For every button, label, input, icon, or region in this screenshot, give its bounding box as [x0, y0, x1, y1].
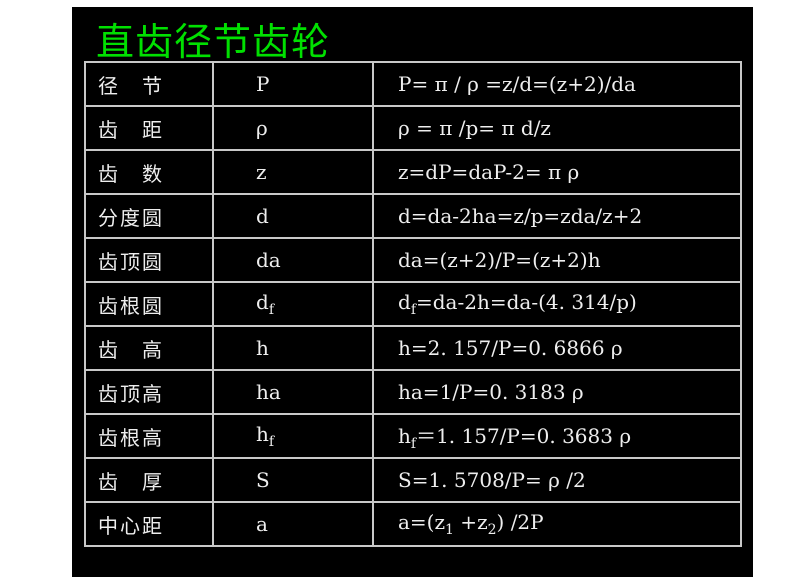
- subscript: 1: [445, 522, 454, 538]
- table-row: 齿顶高 ha ha=1/P=0. 3183 ρ: [84, 369, 742, 415]
- text-segment: z=dP=daP-2= π ρ: [398, 160, 580, 184]
- parameter-name: 齿顶圆: [84, 237, 214, 283]
- text-segment: S: [256, 468, 270, 492]
- table-row: 齿 高 h h=2. 157/P=0. 6866 ρ: [84, 325, 742, 371]
- parameter-name: 径 节: [84, 61, 214, 107]
- text-segment: S=1. 5708/P= ρ /2: [398, 468, 586, 492]
- parameter-formula: z=dP=daP-2= π ρ: [372, 149, 742, 195]
- parameter-symbol: z: [212, 149, 374, 195]
- parameter-name: 齿 厚: [84, 457, 214, 503]
- parameter-formula: h=2. 157/P=0. 6866 ρ: [372, 325, 742, 371]
- text-segment: h: [256, 336, 269, 360]
- subscript: f: [410, 436, 417, 452]
- text-segment: d: [256, 204, 269, 228]
- table-row: 径 节 P P= π / ρ =z/d=(z+2)/da: [84, 61, 742, 107]
- text-segment: ＝1. 157/P=0. 3683 ρ: [416, 424, 632, 448]
- parameter-name: 齿 距: [84, 105, 214, 151]
- text-segment: d=da-2ha=z/p=zda/z+2: [398, 204, 643, 228]
- table-row: 齿根圆 df df=da-2h=da-(4. 314/p): [84, 281, 742, 327]
- text-segment: P: [256, 72, 270, 96]
- table-row: 齿 厚 S S=1. 5708/P= ρ /2: [84, 457, 742, 503]
- parameter-symbol: h: [212, 325, 374, 371]
- text-segment: ) /2P: [496, 510, 544, 534]
- parameter-symbol: da: [212, 237, 374, 283]
- text-segment: +z: [453, 510, 488, 534]
- parameter-name: 齿顶高: [84, 369, 214, 415]
- text-segment: d: [398, 290, 411, 314]
- parameter-symbol: ha: [212, 369, 374, 415]
- parameter-symbol: df: [212, 281, 374, 327]
- table-row: 齿 距 ρ ρ = π /p= π d/z: [84, 105, 742, 151]
- text-segment: P= π / ρ =z/d=(z+2)/da: [398, 72, 636, 96]
- parameter-symbol: d: [212, 193, 374, 239]
- text-segment: a: [256, 512, 268, 536]
- parameter-name: 齿根高: [84, 413, 214, 459]
- text-segment: da=(z+2)/P=(z+2)h: [398, 248, 601, 272]
- parameter-symbol: a: [212, 501, 374, 547]
- gear-spec-panel: 直齿径节齿轮 径 节 P P= π / ρ =z/d=(z+2)/da 齿 距 ρ ρ…: [72, 7, 753, 577]
- table-row: 齿 数 z z=dP=daP-2= π ρ: [84, 149, 742, 195]
- text-segment: ρ = π /p= π d/z: [398, 116, 551, 140]
- parameter-formula: d=da-2ha=z/p=zda/z+2: [372, 193, 742, 239]
- parameter-name: 齿 高: [84, 325, 214, 371]
- parameter-symbol: S: [212, 457, 374, 503]
- parameter-formula: ρ = π /p= π d/z: [372, 105, 742, 151]
- parameter-name: 中心距: [84, 501, 214, 547]
- parameter-formula: a=(z1 +z2) /2P: [372, 501, 742, 547]
- parameter-name: 齿 数: [84, 149, 214, 195]
- parameter-symbol: hf: [212, 413, 374, 459]
- parameter-symbol: ρ: [212, 105, 374, 151]
- parameter-formula: da=(z+2)/P=(z+2)h: [372, 237, 742, 283]
- text-segment: ha=1/P=0. 3183 ρ: [398, 380, 584, 404]
- text-segment: h=2. 157/P=0. 6866 ρ: [398, 336, 623, 360]
- subscript: 2: [487, 522, 497, 538]
- page-title: 直齿径节齿轮: [96, 20, 331, 64]
- subscript: f: [410, 302, 416, 318]
- parameter-formula: hf＝1. 157/P=0. 3683 ρ: [372, 413, 742, 459]
- parameter-formula: df=da-2h=da-(4. 314/p): [372, 281, 742, 327]
- text-segment: h: [256, 422, 269, 446]
- table-row: 分度圆 d d=da-2ha=z/p=zda/z+2: [84, 193, 742, 239]
- text-segment: z: [256, 160, 267, 184]
- parameter-name: 齿根圆: [84, 281, 214, 327]
- table-row: 齿根高 hf hf＝1. 157/P=0. 3683 ρ: [84, 413, 742, 459]
- gear-formula-table: 径 节 P P= π / ρ =z/d=(z+2)/da 齿 距 ρ ρ = π /p…: [84, 61, 742, 547]
- text-segment: da: [256, 248, 281, 272]
- parameter-name: 分度圆: [84, 193, 214, 239]
- table-row: 齿顶圆 da da=(z+2)/P=(z+2)h: [84, 237, 742, 283]
- parameter-formula: P= π / ρ =z/d=(z+2)/da: [372, 61, 742, 107]
- text-segment: d: [256, 290, 269, 314]
- subscript: f: [268, 434, 275, 450]
- text-segment: a=(z: [398, 510, 446, 534]
- subscript: f: [268, 302, 274, 318]
- text-segment: ρ: [256, 116, 268, 140]
- text-segment: h: [398, 424, 411, 448]
- table-row: 中心距 a a=(z1 +z2) /2P: [84, 501, 742, 547]
- text-segment: ha: [256, 380, 281, 404]
- parameter-symbol: P: [212, 61, 374, 107]
- parameter-formula: S=1. 5708/P= ρ /2: [372, 457, 742, 503]
- text-segment: =da-2h=da-(4. 314/p): [416, 290, 637, 314]
- parameter-formula: ha=1/P=0. 3183 ρ: [372, 369, 742, 415]
